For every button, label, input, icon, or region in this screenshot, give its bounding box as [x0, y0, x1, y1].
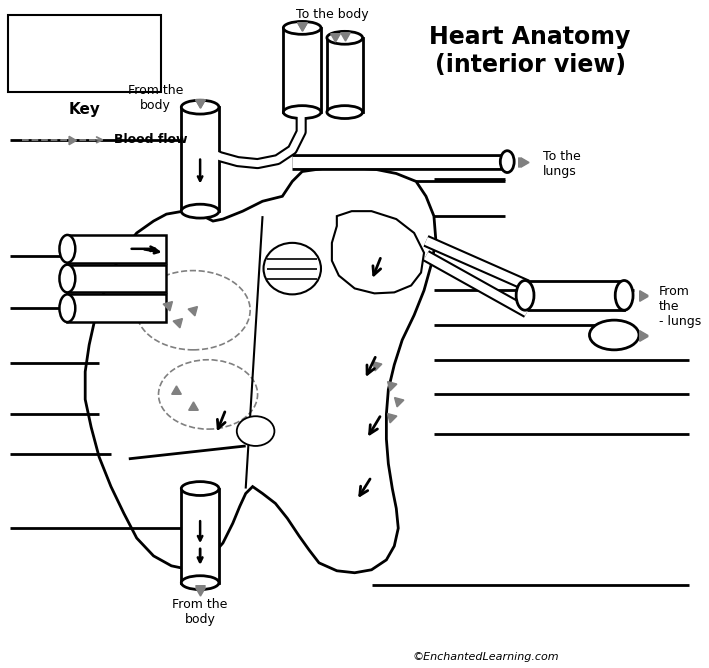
- Text: Key: Key: [68, 102, 100, 117]
- Bar: [284, 28, 321, 112]
- Text: (interior view): (interior view): [435, 53, 625, 77]
- Bar: [67, 265, 167, 293]
- Ellipse shape: [136, 271, 250, 350]
- Ellipse shape: [60, 235, 75, 263]
- Ellipse shape: [516, 281, 534, 310]
- Text: To the
lungs: To the lungs: [543, 150, 581, 178]
- Ellipse shape: [264, 243, 321, 295]
- Text: From
the
- lungs: From the - lungs: [659, 285, 701, 329]
- Text: From the
body: From the body: [128, 84, 183, 112]
- Ellipse shape: [182, 482, 219, 496]
- Bar: [8, 15, 162, 92]
- Ellipse shape: [589, 320, 639, 350]
- Text: ©EnchantedLearning.com: ©EnchantedLearning.com: [412, 652, 559, 662]
- Ellipse shape: [237, 416, 274, 446]
- Ellipse shape: [615, 281, 633, 310]
- Ellipse shape: [182, 204, 219, 218]
- Ellipse shape: [327, 31, 362, 44]
- Ellipse shape: [284, 106, 321, 118]
- Bar: [67, 235, 167, 263]
- Text: Heart Anatomy: Heart Anatomy: [430, 25, 631, 49]
- Ellipse shape: [60, 265, 75, 293]
- Text: To the body: To the body: [296, 8, 368, 21]
- Ellipse shape: [182, 576, 219, 590]
- Ellipse shape: [60, 295, 75, 322]
- Bar: [182, 488, 219, 582]
- Text: From the
body: From the body: [172, 597, 228, 625]
- Bar: [67, 295, 167, 322]
- Text: Blood flow: Blood flow: [114, 134, 187, 146]
- Ellipse shape: [327, 106, 362, 118]
- Polygon shape: [85, 166, 436, 572]
- Ellipse shape: [182, 100, 219, 114]
- Bar: [327, 38, 362, 112]
- Ellipse shape: [284, 21, 321, 34]
- Ellipse shape: [159, 360, 257, 429]
- Polygon shape: [332, 211, 424, 293]
- Ellipse shape: [501, 151, 514, 172]
- Bar: [182, 107, 219, 211]
- Bar: [525, 281, 624, 310]
